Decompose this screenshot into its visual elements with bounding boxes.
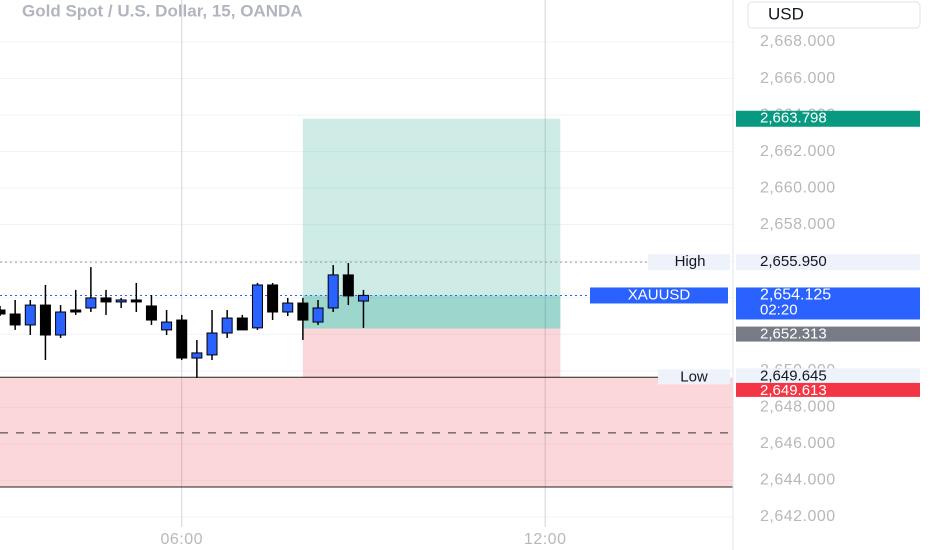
low-price-label: 2,649.645 — [760, 367, 827, 384]
candle-body — [100, 297, 112, 303]
high-name: High — [675, 253, 706, 270]
candle-body — [282, 302, 294, 313]
y-tick-label: 2,668.000 — [760, 33, 836, 50]
candle-body — [70, 309, 82, 313]
entry-price-box — [736, 326, 920, 342]
last-price-label: 2,654.125 — [760, 287, 831, 304]
candle-body — [115, 299, 127, 303]
stop-loss-zone — [302, 328, 561, 378]
currency-box[interactable] — [747, 1, 921, 29]
target-price-box — [736, 110, 920, 127]
candle-body — [39, 304, 51, 336]
candle-body — [342, 274, 354, 297]
candle-body — [221, 317, 233, 334]
stop-zone — [0, 377, 733, 487]
y-tick-label: 2,658.000 — [760, 216, 836, 233]
candle-body — [297, 302, 309, 321]
low-name: Low — [680, 368, 708, 385]
x-tick-label: 12:00 — [524, 531, 567, 548]
currency: USD — [768, 4, 804, 23]
high-price-label: 2,655.950 — [760, 253, 827, 270]
candle-body — [55, 311, 67, 336]
low-tag — [658, 369, 730, 385]
candle-body — [0, 309, 6, 315]
y-tick-label: 2,666.000 — [760, 70, 836, 87]
candle-body — [9, 313, 21, 326]
high-price-box — [736, 254, 920, 271]
candle-body — [85, 297, 97, 309]
candle-body — [357, 294, 369, 302]
y-tick-label: 2,644.000 — [760, 472, 836, 489]
entry-price-label: 2,652.313 — [760, 326, 827, 343]
candle-body — [130, 299, 142, 303]
x-tick-label: 06:00 — [160, 531, 203, 548]
plot-area — [0, 0, 733, 527]
candle-body — [24, 304, 36, 326]
open-profit — [302, 295, 561, 329]
y-tick-label: 2,648.000 — [760, 399, 836, 416]
candle-body — [236, 317, 248, 331]
candle-body — [251, 284, 263, 329]
low-price-box — [736, 368, 920, 383]
candle-body — [206, 332, 218, 356]
candle-body — [327, 274, 339, 309]
candle-body — [161, 321, 173, 331]
countdown: 02:20 — [760, 301, 798, 318]
candle-body — [267, 284, 279, 313]
symbol-name: XAUUSD — [628, 286, 691, 303]
y-tick-label: 2,662.000 — [760, 143, 836, 160]
target-price-label: 2,663.798 — [760, 110, 827, 127]
high-tag — [648, 254, 730, 271]
last-price-box — [736, 287, 920, 320]
candle-body — [191, 352, 203, 359]
candle-body — [312, 307, 324, 323]
candle-body — [176, 319, 188, 359]
candle-body — [145, 305, 157, 321]
y-tick-label: 2,660.000 — [760, 179, 836, 196]
y-tick-label: 2,642.000 — [760, 508, 836, 525]
y-tick-label: 2,646.000 — [760, 435, 836, 452]
symbol-tag — [590, 287, 728, 304]
stop-price-box — [736, 382, 920, 397]
stop-price-label: 2,649.613 — [760, 382, 827, 399]
chart-title: Gold Spot / U.S. Dollar, 15, OANDA — [22, 1, 303, 20]
